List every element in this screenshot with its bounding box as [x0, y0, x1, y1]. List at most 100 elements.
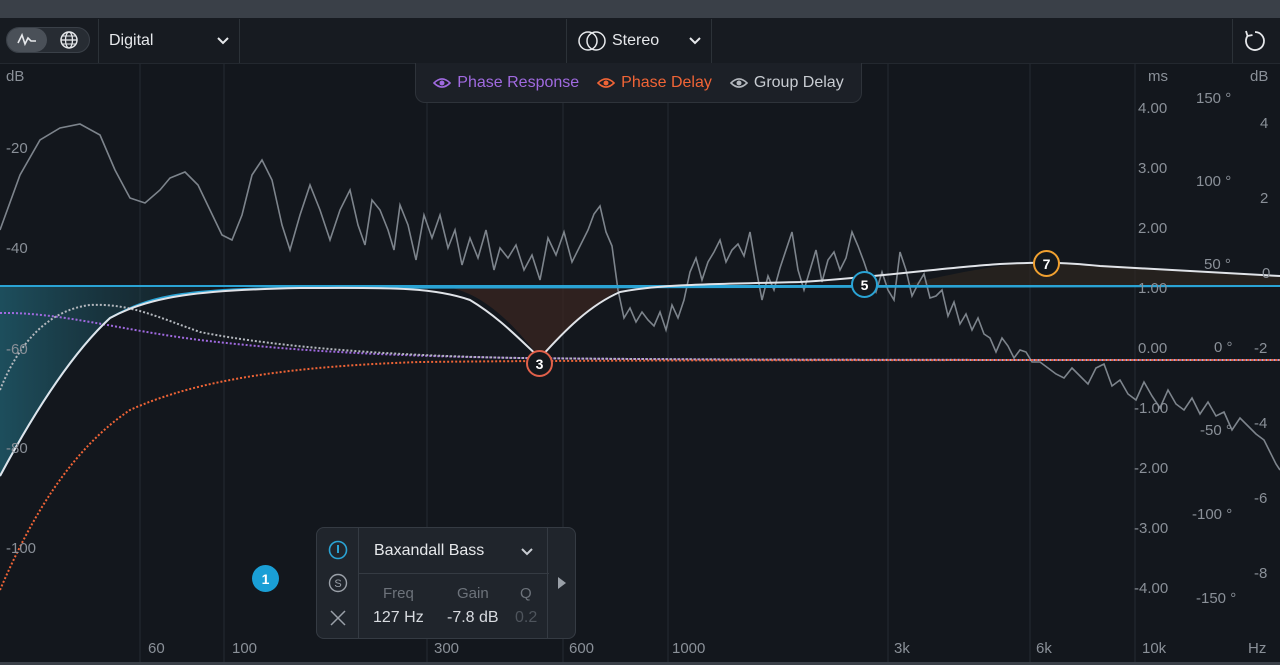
band-delete-button[interactable]: [328, 608, 348, 628]
group-delay-curve: [0, 303, 1280, 391]
eq-node-5[interactable]: 5: [851, 271, 878, 298]
degree-axis-tick: 50 °: [1204, 256, 1231, 273]
freq-axis-tick: 600: [569, 640, 595, 657]
right-axis-unit: dB: [1250, 68, 1269, 85]
legend-phase-delay[interactable]: Phase Delay: [597, 74, 712, 92]
left-axis-tick: -40: [6, 240, 28, 257]
freq-axis-tick: 100: [232, 640, 258, 657]
eq-graph[interactable]: [0, 64, 1280, 662]
right-axis-tick: -4: [1254, 415, 1268, 432]
high-band-fill: [900, 262, 1280, 286]
band-panel-expand-button[interactable]: [547, 528, 575, 638]
freq-axis-tick: 60: [148, 640, 165, 657]
power-icon: [328, 540, 348, 560]
refresh-icon: [1244, 30, 1265, 51]
eye-icon: [597, 77, 616, 88]
ms-axis-tick: 4.00: [1138, 100, 1168, 117]
globe-icon: [60, 31, 78, 49]
right-axis-tick: -2: [1254, 340, 1268, 357]
freq-axis-tick: 3k: [894, 640, 910, 657]
chevron-down-icon: [521, 548, 533, 556]
notch-band-fill: [440, 286, 620, 358]
view-toggle: [6, 27, 90, 53]
eq-node-3[interactable]: 3: [526, 350, 553, 377]
eq-node-3-label: 3: [535, 355, 544, 372]
left-axis-tick: -100: [6, 540, 37, 557]
svg-text:S: S: [334, 578, 341, 590]
curve-view-button[interactable]: [7, 28, 47, 52]
legend-phase-response-label: Phase Response: [457, 73, 580, 91]
curve-legend: Phase Response Phase Delay Group Delay: [415, 63, 862, 103]
solo-icon: S: [328, 573, 348, 593]
freq-axis-tick: 6k: [1036, 640, 1052, 657]
legend-phase-delay-label: Phase Delay: [621, 73, 712, 91]
ms-axis-tick: 2.00: [1138, 220, 1168, 237]
q-label: Q: [520, 585, 532, 602]
eq-node-7[interactable]: 7: [1033, 250, 1060, 277]
freq-label: Freq: [383, 585, 414, 602]
ms-axis-tick: -3.00: [1134, 520, 1169, 537]
freq-axis-tick: 10k: [1142, 640, 1167, 657]
ms-axis-tick: -2.00: [1134, 460, 1169, 477]
band-type-dropdown[interactable]: Baxandall Bass: [359, 528, 549, 574]
waveform-icon: [17, 32, 36, 47]
freq-axis-tick: 1000: [672, 640, 706, 657]
degree-axis-tick: -50 °: [1200, 422, 1232, 439]
processing-mode-dropdown[interactable]: Digital: [98, 19, 240, 63]
low-band-fill: [0, 286, 210, 475]
spectrum-analyzer-line: [0, 123, 1280, 471]
triangle-right-icon: [557, 577, 566, 589]
chevron-down-icon: [689, 37, 701, 45]
eq-node-5-label: 5: [860, 276, 869, 293]
reset-button[interactable]: [1232, 19, 1276, 63]
processing-mode-value: Digital: [109, 32, 154, 49]
left-axis-tick: -80: [6, 440, 28, 457]
gain-label: Gain: [457, 585, 489, 602]
channel-mode-dropdown[interactable]: Stereo: [566, 19, 712, 63]
eq-sum-curve: [0, 261, 1280, 477]
stereo-icon: [578, 31, 606, 51]
eye-icon: [729, 77, 748, 88]
ms-axis-tick: 0.00: [1138, 340, 1168, 357]
freq-value[interactable]: 127 Hz: [373, 609, 424, 626]
freq-axis-unit: Hz: [1248, 640, 1267, 657]
right-axis-tick: 4: [1260, 115, 1269, 132]
channel-mode-value: Stereo: [612, 32, 660, 49]
degree-axis-tick: 150 °: [1196, 90, 1232, 107]
right-axis-tick: -8: [1254, 565, 1268, 582]
grid-lines: [139, 64, 1136, 662]
global-view-button[interactable]: [49, 28, 89, 52]
degree-axis-tick: -100 °: [1192, 506, 1233, 523]
top-strip: [0, 0, 1280, 18]
degree-axis-tick: 0 °: [1214, 339, 1233, 356]
gain-value[interactable]: -7.8 dB: [447, 609, 499, 626]
eq-node-7-label: 7: [1042, 255, 1051, 272]
eq-node-1-label: 1: [261, 570, 270, 587]
legend-group-delay-label: Group Delay: [753, 73, 844, 91]
left-axis-tick: -20: [6, 140, 28, 157]
chevron-down-icon: [217, 37, 229, 45]
q-value[interactable]: 0.2: [515, 609, 538, 626]
band-solo-button[interactable]: S: [328, 573, 348, 593]
ms-axis-tick: 3.00: [1138, 160, 1168, 177]
right-axis-tick: -6: [1254, 490, 1268, 507]
legend-group-delay[interactable]: Group Delay: [729, 73, 844, 92]
eq-node-1[interactable]: 1: [252, 565, 279, 592]
band-type-value: Baxandall Bass: [374, 541, 485, 559]
ms-axis-tick: 1.00: [1138, 280, 1168, 297]
band-sidebar: S: [317, 528, 359, 638]
left-axis-tick: -60: [6, 341, 28, 358]
degree-axis-tick: -150 °: [1196, 590, 1237, 607]
right-axis-tick: 2: [1260, 190, 1269, 207]
phase-delay-curve: [0, 359, 1280, 591]
ms-axis-tick: -1.00: [1134, 400, 1169, 417]
right-axis-tick: 0: [1262, 265, 1271, 282]
left-axis-unit: dB: [6, 68, 25, 85]
phase-response-curve: [0, 311, 1280, 361]
legend-phase-response[interactable]: Phase Response: [433, 74, 579, 92]
degree-axis-tick: 100 °: [1196, 173, 1232, 190]
ms-axis-unit: ms: [1148, 68, 1168, 85]
band-control-panel: S Baxandall Bass Freq Gain Q 127 Hz -7.8…: [316, 527, 576, 639]
eye-icon: [433, 77, 452, 88]
band-enable-button[interactable]: [328, 540, 348, 560]
